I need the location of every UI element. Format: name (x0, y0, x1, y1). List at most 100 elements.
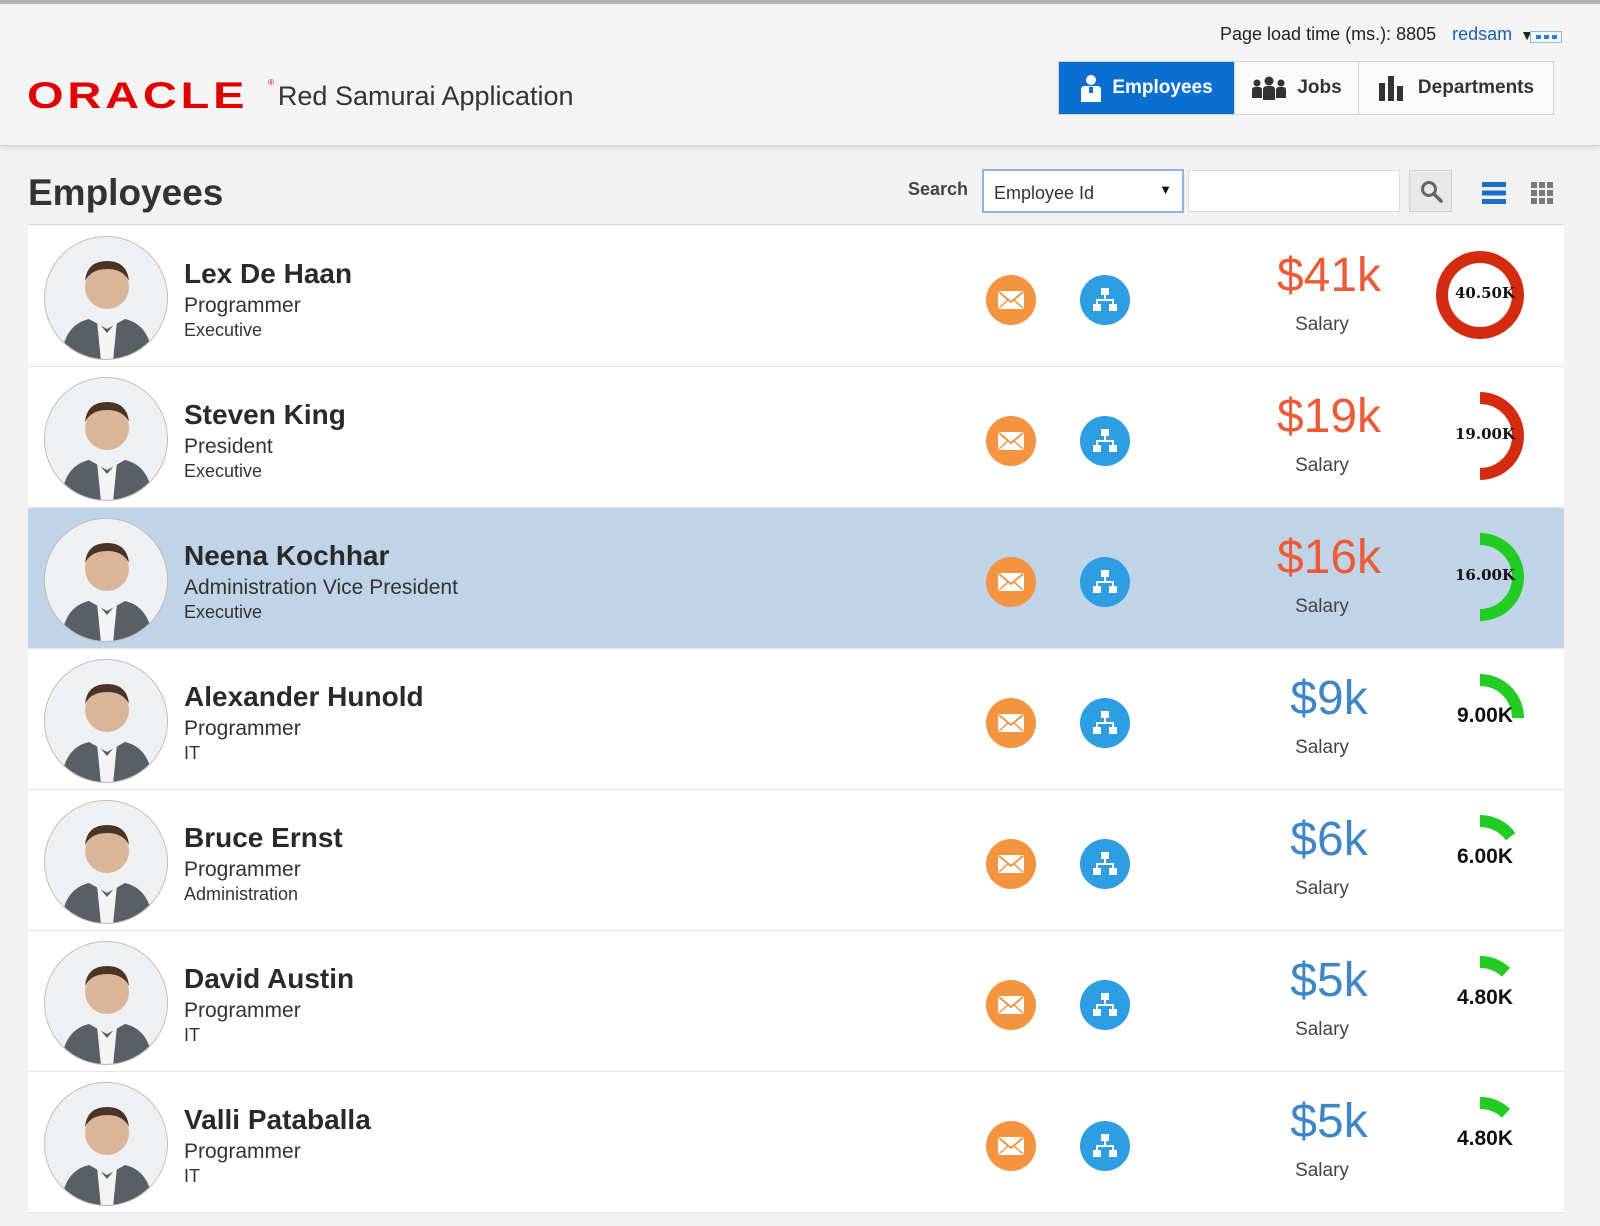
employee-name[interactable]: Bruce Ernst (184, 822, 343, 853)
employee-department: Administration (184, 884, 299, 904)
email-button[interactable] (986, 1121, 1036, 1171)
org-chart-button[interactable] (1080, 275, 1130, 325)
org-chart-button[interactable] (1080, 1121, 1130, 1171)
avatar (44, 377, 168, 501)
employee-row[interactable]: Valli Pataballa Programmer IT $5k Salary (28, 1072, 1564, 1213)
page-load-time: Page load time (ms.): 8805 (1220, 24, 1437, 44)
employee-name[interactable]: Alexander Hunold (184, 681, 424, 712)
gauge-arc (1479, 533, 1524, 621)
mail-icon (998, 1137, 1024, 1155)
list-view-icon[interactable] (1482, 182, 1506, 204)
salary-label: Salary (1295, 1019, 1349, 1040)
employee-name[interactable]: Lex De Haan (184, 258, 353, 289)
org-chart-icon (1093, 288, 1117, 311)
top-meta: Page load time (ms.): 8805 redsam ▼ (1220, 24, 1534, 45)
employee-name[interactable]: Steven King (184, 399, 346, 430)
user-menu-link[interactable]: redsam (1452, 24, 1513, 44)
email-button[interactable] (986, 839, 1036, 889)
employee-row[interactable]: David Austin Programmer IT $5k Salary (28, 931, 1564, 1072)
person-icon (1081, 75, 1102, 102)
employee-department: IT (184, 1025, 200, 1045)
search-button[interactable] (1409, 170, 1452, 212)
app-header: ORACLE ® Red Samurai Application Page lo… (0, 4, 1600, 146)
menu-dots-icon[interactable] (1530, 31, 1562, 43)
email-button[interactable] (986, 557, 1036, 607)
brand: ORACLE ® Red Samurai Application (27, 76, 574, 116)
mail-icon (998, 996, 1024, 1014)
avatar (44, 659, 168, 783)
gauge-arc (1479, 674, 1524, 719)
employee-department: Executive (184, 461, 263, 481)
page-title: Employees (28, 172, 224, 213)
group-icon (1252, 76, 1287, 100)
tab-employees-label: Employees (1112, 77, 1213, 98)
org-chart-button[interactable] (1080, 698, 1130, 748)
employee-row[interactable]: Steven King President Executive $19k Sal… (28, 367, 1564, 508)
employee-job: Programmer (184, 999, 301, 1022)
title-divider (28, 224, 1564, 225)
employee-job: Programmer (184, 858, 301, 881)
gauge-arc (1479, 392, 1524, 480)
gauge-arc (1479, 956, 1511, 977)
search-field-select[interactable]: Employee Id ▼ (982, 169, 1184, 213)
employee-job: Programmer (184, 294, 301, 317)
email-button[interactable] (986, 980, 1036, 1030)
gauge-value-label: 19.00K (1454, 425, 1515, 443)
employee-job: Programmer (184, 1140, 301, 1163)
person-photo-icon (45, 1083, 167, 1205)
avatar (44, 800, 168, 924)
email-button[interactable] (986, 275, 1036, 325)
avatar (44, 941, 168, 1065)
salary-value: $16k (1276, 531, 1382, 584)
gauge-value-label: 6.00K (1456, 845, 1514, 868)
employee-row[interactable]: Alexander Hunold Programmer IT $9k Salar… (28, 649, 1564, 790)
search-input[interactable] (1188, 170, 1400, 212)
gauge-arc (1479, 815, 1516, 841)
avatar (44, 518, 168, 642)
org-chart-button[interactable] (1080, 839, 1130, 889)
org-chart-button[interactable] (1080, 416, 1130, 466)
org-chart-icon (1093, 570, 1117, 593)
avatar (44, 1082, 168, 1206)
employee-job: Programmer (184, 717, 301, 740)
salary-value: $19k (1276, 390, 1382, 443)
employee-row[interactable]: Neena Kochhar Administration Vice Presid… (28, 508, 1564, 649)
employee-row[interactable]: Lex De Haan Programmer Executive $41k Sa… (28, 226, 1564, 367)
gauge-value-label: 40.50K (1454, 284, 1515, 302)
salary-label: Salary (1295, 455, 1349, 476)
salary-gauge (1436, 251, 1524, 339)
tab-employees[interactable]: Employees (1059, 62, 1235, 114)
org-chart-icon (1093, 993, 1117, 1016)
grid-view-icon[interactable] (1531, 182, 1553, 204)
search-icon (1420, 181, 1443, 203)
salary-label: Salary (1295, 596, 1349, 617)
mail-icon (998, 432, 1024, 450)
salary-value: $5k (1290, 954, 1368, 1007)
employee-name[interactable]: Neena Kochhar (184, 540, 390, 571)
tab-jobs[interactable]: Jobs (1235, 62, 1359, 114)
salary-value: $6k (1290, 813, 1368, 866)
salary-label: Salary (1295, 314, 1349, 335)
salary-gauge (1479, 392, 1524, 480)
person-photo-icon (45, 378, 167, 500)
tab-departments[interactable]: Departments (1359, 62, 1553, 114)
employee-name[interactable]: Valli Pataballa (184, 1104, 371, 1135)
org-chart-button[interactable] (1080, 980, 1130, 1030)
salary-value: $9k (1290, 672, 1368, 725)
salary-label: Salary (1295, 737, 1349, 758)
mail-icon (998, 291, 1024, 309)
person-photo-icon (45, 237, 167, 359)
employee-row[interactable]: Bruce Ernst Programmer Administration $6… (28, 790, 1564, 931)
email-button[interactable] (986, 416, 1036, 466)
employee-name[interactable]: David Austin (184, 963, 355, 994)
org-chart-button[interactable] (1080, 557, 1130, 607)
gauge-arc (1436, 251, 1524, 339)
email-button[interactable] (986, 698, 1036, 748)
mail-icon (998, 573, 1024, 591)
main-nav: Employees Jobs Departments (1058, 61, 1554, 115)
salary-gauge (1479, 1097, 1511, 1118)
person-photo-icon (45, 801, 167, 923)
employee-department: IT (184, 1166, 200, 1186)
gauge-value-label: 4.80K (1456, 1127, 1514, 1150)
avatar (44, 236, 168, 360)
